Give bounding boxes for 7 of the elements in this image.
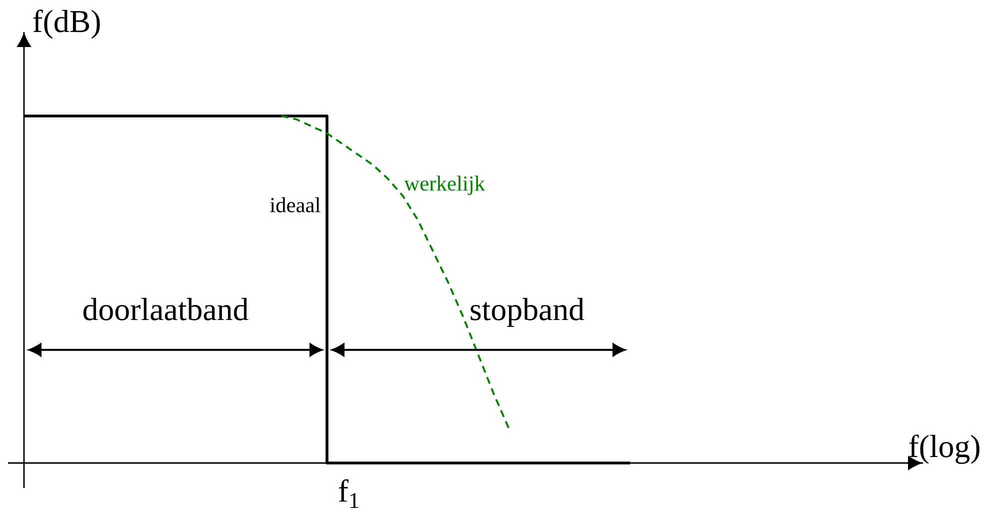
y-axis-title: f(dB) — [33, 10, 100, 39]
annotation: stopband — [470, 298, 584, 327]
x-axis-title: f(log) — [909, 434, 980, 464]
annotation: doorlaatband — [83, 298, 248, 320]
series-label: werkelijk — [404, 176, 486, 196]
text: f$_{1}$ — [338, 479, 358, 508]
series-label: ideaal — [270, 197, 320, 212]
